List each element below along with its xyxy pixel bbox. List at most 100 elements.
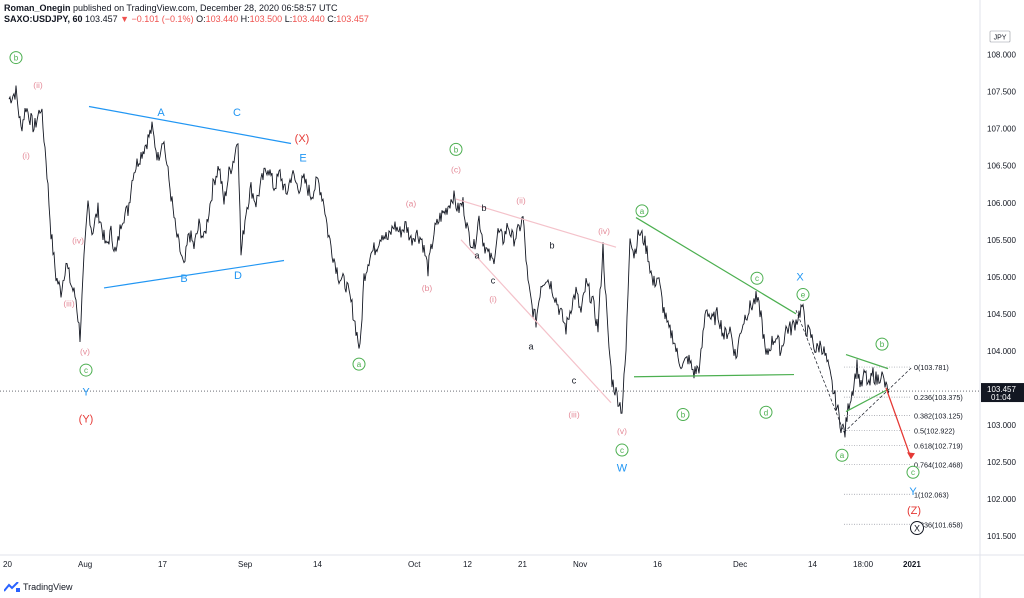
wave-label: b [549, 241, 554, 251]
wave-label: Y [82, 386, 90, 398]
ohlc-open-label: O: [196, 14, 206, 24]
wave-label-text: b [14, 54, 19, 63]
last-price-countdown: 01:04 [991, 393, 1012, 402]
wave-label: X [796, 272, 804, 284]
fib-label-0.764: 0.764(102.468) [914, 460, 963, 469]
wave-label: (b) [422, 283, 433, 293]
y-tick-label: 107.500 [987, 88, 1016, 97]
wave-label-text: D [234, 270, 242, 282]
wave-label: (c) [451, 164, 461, 174]
x-tick-label: 18:00 [853, 560, 874, 569]
wave-label: (Z) [907, 505, 921, 517]
wave-label: a [528, 341, 533, 351]
wave-label: c [572, 375, 577, 385]
trendline-2 [455, 198, 617, 248]
fib-label-0.618: 0.618(102.719) [914, 442, 963, 451]
fib-label-0.236: 0.236(103.375) [914, 393, 963, 402]
wave-label-text: (v) [80, 347, 90, 357]
wave-label-text: A [157, 107, 165, 119]
author-name[interactable]: Roman_Onegin [4, 3, 71, 13]
wave-label-text: c [620, 446, 624, 455]
wave-label: e [796, 288, 810, 302]
wave-label: (a) [406, 198, 417, 208]
wave-label-text: c [84, 366, 88, 375]
wave-circle [750, 271, 764, 285]
y-tick-label: 102.500 [987, 458, 1016, 467]
wave-label-text: d [764, 408, 768, 417]
wave-label: a [635, 204, 649, 218]
wave-label-text: (iv) [72, 235, 84, 245]
tradingview-logo[interactable]: TradingView [4, 582, 73, 592]
wave-label-text: (iv) [598, 226, 610, 236]
wave-label: c [906, 465, 920, 479]
x-tick-label: 16 [653, 560, 662, 569]
wave-label: d [759, 405, 773, 419]
ohlc-close-value: 103.457 [336, 14, 369, 24]
last-price-label: 103.457 [987, 385, 1016, 394]
wave-label-text: (b) [422, 283, 433, 293]
tradingview-logo-icon [4, 582, 20, 592]
wave-label-text: (iii) [568, 409, 579, 419]
wave-label-text: X [914, 524, 920, 534]
wave-label: C [233, 107, 241, 119]
wave-label: Y [909, 486, 917, 498]
trendline-3 [460, 239, 612, 404]
wave-label: (X) [295, 133, 310, 145]
y-tick-label: 101.500 [987, 532, 1016, 541]
wave-label: b [9, 51, 23, 65]
wave-circle [79, 363, 93, 377]
wave-label: (v) [617, 426, 627, 436]
wave-label: (Y) [79, 414, 94, 426]
wave-label: a [474, 250, 479, 260]
wave-label-text: B [180, 273, 187, 285]
fib-label-0: 0(103.781) [914, 363, 949, 372]
wave-label-text: e [801, 291, 806, 300]
ohlc-high-label: H: [240, 14, 250, 24]
trendline-6 [845, 353, 889, 370]
x-tick-label: 20 [3, 560, 12, 569]
ohlc-low-label: L: [284, 14, 293, 24]
wave-label-text: (i) [22, 150, 30, 160]
wave-circle [835, 448, 849, 462]
wave-label-text: a [474, 250, 479, 260]
wave-label-text: a [640, 207, 645, 216]
x-tick-label: Dec [733, 560, 747, 569]
x-tick-label: 14 [808, 560, 817, 569]
x-tick-label: Oct [408, 560, 421, 569]
x-tick-label: 21 [518, 560, 527, 569]
y-tick-label: 104.500 [987, 310, 1016, 319]
wave-label: c [79, 363, 93, 377]
wave-label-text: C [233, 107, 241, 119]
header-line-2: SAXO:USDJPY, 60 103.457 ▼ −0.101 (−0.1%)… [4, 14, 369, 24]
x-tick-label: 17 [158, 560, 167, 569]
wave-label-text: b [681, 410, 686, 419]
wave-label: E [299, 152, 306, 164]
x-tick-label: Sep [238, 560, 253, 569]
wave-label: a [835, 448, 849, 462]
wave-label: (i) [22, 150, 30, 160]
wave-label: A [157, 107, 165, 119]
wave-label-text: (ii) [516, 195, 526, 205]
wave-label-text: E [299, 152, 306, 164]
currency-badge: JPY [994, 35, 1007, 42]
wave-label-text: (Z) [907, 505, 921, 517]
wave-label-text: c [911, 468, 915, 477]
ohlc-open-value: 103.440 [205, 14, 239, 24]
x-tick-label: 12 [463, 560, 472, 569]
wave-label: D [234, 270, 242, 282]
projection-arrow-line [885, 387, 912, 459]
published-text: published on TradingView.com, December 2… [73, 3, 338, 13]
wave-label: W [617, 463, 628, 475]
y-tick-label: 107.000 [987, 125, 1016, 134]
wave-label-text: a [528, 341, 533, 351]
wave-label: B [180, 273, 187, 285]
symbol-label[interactable]: SAXO:USDJPY, 60 [4, 14, 83, 24]
dashed-guide-2 [843, 366, 913, 433]
wave-circle [635, 204, 649, 218]
wave-label-text: b [880, 340, 885, 349]
wave-circle [9, 51, 23, 65]
ohlc-low-value: 103.440 [292, 14, 325, 24]
wave-label: c [615, 443, 629, 457]
fib-label-1.236: 1.236(101.658) [914, 520, 963, 529]
